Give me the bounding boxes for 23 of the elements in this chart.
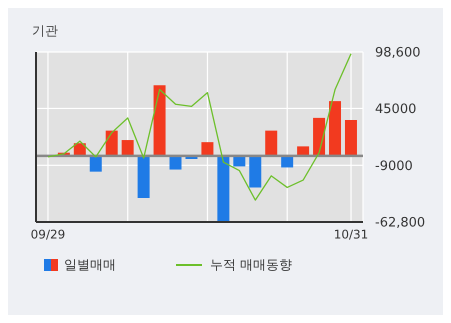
bar — [201, 142, 214, 156]
bar — [233, 156, 246, 166]
bar — [329, 101, 342, 156]
bar — [249, 156, 262, 188]
bar — [90, 156, 102, 172]
line-series — [47, 53, 352, 201]
bar — [344, 120, 357, 156]
chart-title: 기관 — [31, 23, 59, 41]
bar — [122, 140, 134, 156]
y-tick-label: -9000 — [375, 158, 413, 174]
y-tick-label: 45000 — [375, 102, 416, 118]
legend-label: 일별매매 — [63, 257, 116, 274]
bar — [138, 156, 150, 198]
bar — [281, 156, 294, 168]
x-tick-label: 10/31 — [334, 228, 368, 242]
bar — [265, 130, 278, 156]
bar — [154, 85, 166, 156]
y-tick-label: 98,600 — [375, 46, 420, 61]
y-tick-label: -62,800 — [375, 216, 426, 231]
x-tick-label: 09/29 — [30, 228, 66, 242]
legend-label: 누적 매매동향 — [209, 257, 292, 274]
bar — [217, 156, 230, 222]
bar — [170, 156, 182, 170]
